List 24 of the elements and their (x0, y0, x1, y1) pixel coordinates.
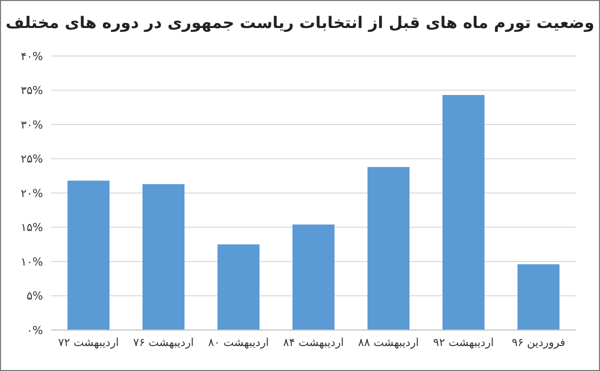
y-tick-label: ۲۰% (20, 186, 43, 200)
y-tick-label: ۳۵% (20, 84, 43, 98)
x-tick-label: اردیبهشت ۸۰ (208, 336, 269, 349)
y-tick-label: ۱۵% (20, 221, 43, 234)
bar (368, 166, 410, 330)
chart-title: وضعیت تورم ماه های قبل از انتخابات ریاست جمهوری در دوره های مختلف (4, 13, 596, 32)
x-tick-label: اردیبهشت ۷۶ (133, 336, 194, 349)
y-tick-label: ۰% (26, 324, 43, 337)
x-tick-label: اردیبهشت ۷۲ (58, 336, 119, 349)
x-tick-label: فروردین ۹۶ (512, 336, 566, 349)
bar (142, 184, 184, 330)
x-tick-label: اردیبهشت ۸۴ (283, 336, 344, 349)
bar (68, 180, 110, 330)
bar (292, 224, 334, 330)
bar (218, 244, 260, 330)
y-tick-label: ۵% (26, 290, 43, 303)
y-tick-label: ۴۰% (20, 50, 43, 63)
bar (442, 95, 484, 330)
y-tick-label: ۳۰% (20, 118, 43, 132)
bar (518, 264, 560, 330)
x-tick-label: اردیبهشت ۹۲ (433, 336, 494, 349)
y-tick-label: ۱۰% (20, 255, 43, 268)
x-tick-label: اردیبهشت ۸۸ (358, 336, 419, 349)
y-tick-label: ۲۵% (20, 152, 43, 166)
